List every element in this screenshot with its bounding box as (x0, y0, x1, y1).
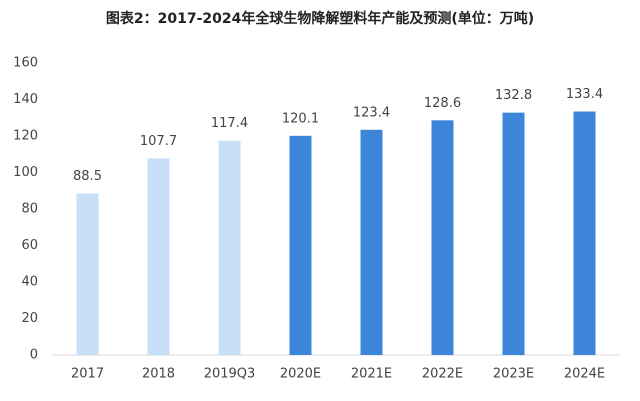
y-tick-label: 40 (21, 275, 38, 290)
bar (218, 140, 241, 355)
value-label: 123.4 (353, 105, 390, 120)
x-tick-label: 2023E (493, 367, 534, 382)
value-label: 107.7 (140, 134, 177, 149)
bar (147, 158, 170, 355)
x-tick-label: 2019Q3 (204, 367, 256, 382)
y-tick-label: 100 (13, 165, 38, 180)
y-tick-label: 60 (21, 238, 38, 253)
bar (76, 193, 99, 355)
bar (360, 129, 383, 355)
value-label: 128.6 (424, 96, 461, 111)
x-tick-label: 2017 (71, 367, 104, 382)
bar (289, 135, 312, 355)
bar (431, 120, 454, 356)
value-label: 133.4 (566, 87, 603, 102)
x-tick-label: 2021E (351, 367, 392, 382)
y-tick-label: 160 (13, 56, 38, 71)
x-tick-label: 2020E (280, 367, 321, 382)
y-tick-label: 20 (21, 311, 38, 326)
x-tick-label: 2024E (564, 367, 605, 382)
y-tick-label: 0 (30, 348, 38, 363)
y-tick-label: 120 (13, 129, 38, 144)
value-label: 117.4 (211, 116, 248, 131)
x-tick-label: 2022E (422, 367, 463, 382)
y-tick-label: 80 (21, 202, 38, 217)
value-label: 132.8 (495, 88, 532, 103)
bar (502, 112, 525, 355)
bar (573, 111, 596, 355)
x-tick-label: 2018 (142, 367, 175, 382)
value-label: 120.1 (282, 111, 319, 126)
value-label: 88.5 (73, 169, 102, 184)
chart-title: 图表2：2017-2024年全球生物降解塑料年产能及预测(单位：万吨) (106, 10, 534, 27)
y-tick-label: 140 (13, 92, 38, 107)
